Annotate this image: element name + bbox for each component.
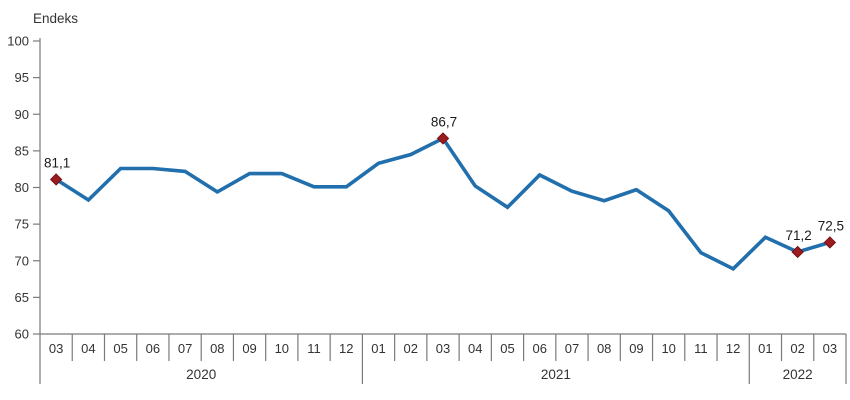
data-point-label: 72,5 <box>818 218 844 233</box>
month-label: 12 <box>339 341 353 356</box>
y-tick-label: 75 <box>15 217 29 232</box>
data-point-label: 86,7 <box>431 114 457 129</box>
month-label: 08 <box>597 341 611 356</box>
month-label: 07 <box>178 341 192 356</box>
y-tick-label: 95 <box>15 70 29 85</box>
month-label: 02 <box>790 341 804 356</box>
y-tick-label: 100 <box>7 34 29 49</box>
month-label: 05 <box>500 341 514 356</box>
month-label: 06 <box>146 341 160 356</box>
month-label: 09 <box>629 341 643 356</box>
month-label: 10 <box>275 341 289 356</box>
y-tick-label: 80 <box>15 180 29 195</box>
y-tick-label: 90 <box>15 107 29 122</box>
data-point-marker <box>791 245 804 259</box>
month-label: 12 <box>726 341 740 356</box>
y-tick-label: 85 <box>15 143 29 158</box>
month-label: 05 <box>113 341 127 356</box>
month-label: 03 <box>823 341 837 356</box>
month-label: 06 <box>532 341 546 356</box>
year-label: 2021 <box>541 367 571 382</box>
y-tick-label: 60 <box>15 327 29 342</box>
year-label: 2020 <box>186 367 216 382</box>
month-label: 11 <box>307 341 321 356</box>
data-point-marker <box>49 173 63 186</box>
month-label: 01 <box>758 341 772 356</box>
month-label: 04 <box>81 341 95 356</box>
data-point-label: 81,1 <box>44 155 70 170</box>
month-label: 08 <box>210 341 224 356</box>
month-label: 11 <box>694 341 708 356</box>
month-label: 01 <box>371 341 385 356</box>
month-label: 02 <box>404 341 418 356</box>
y-tick-label: 70 <box>15 253 29 268</box>
month-label: 10 <box>661 341 675 356</box>
y-tick-label: 65 <box>15 290 29 305</box>
data-point-marker <box>436 132 450 145</box>
month-label: 03 <box>49 341 63 356</box>
y-axis-title: Endeks <box>33 11 79 26</box>
month-label: 07 <box>565 341 579 356</box>
month-label: 03 <box>436 341 450 356</box>
month-label: 09 <box>242 341 256 356</box>
data-point-marker <box>823 236 837 249</box>
month-label: 04 <box>468 341 482 356</box>
series-line <box>55 136 831 271</box>
data-point-label: 71,2 <box>785 228 811 243</box>
year-label: 2022 <box>783 367 813 382</box>
